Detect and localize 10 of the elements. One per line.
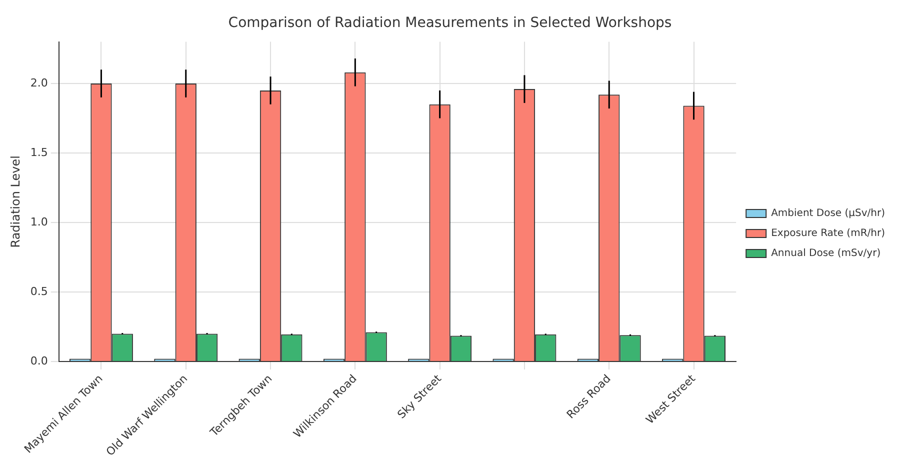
- legend-label: Annual Dose (mSv/yr): [771, 248, 881, 260]
- y-tick-label: 2.0: [30, 76, 48, 90]
- y-tick-label: 1.0: [30, 215, 48, 228]
- chart-title: Comparison of Radiation Measurements in Selected Workshops: [228, 15, 672, 32]
- legend-label: Ambient Dose (µSv/hr): [771, 208, 886, 220]
- y-tick-label: 1.5: [30, 146, 48, 159]
- y-axis-title: Radiation Level: [8, 156, 22, 248]
- y-tick-label: 0.5: [30, 284, 48, 298]
- legend-label: Exposure Rate (mR/hr): [771, 228, 886, 240]
- y-tick-label: 0.0: [30, 354, 48, 368]
